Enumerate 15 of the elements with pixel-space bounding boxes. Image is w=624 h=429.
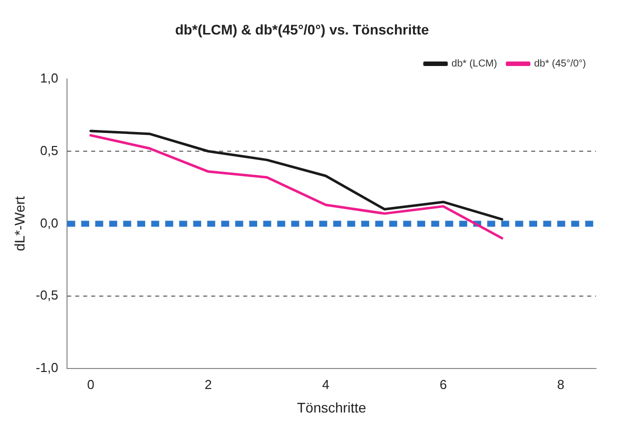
y-tick-label: -1,0: [36, 360, 58, 376]
y-axis-title: dL*-Wert: [11, 196, 28, 252]
x-tick-label: 8: [557, 376, 564, 392]
chart-title: db*(LCM) & db*(45°/0°) vs. Tönschritte: [175, 21, 430, 38]
x-tick-label: 2: [204, 376, 212, 392]
x-tick-label: 4: [322, 376, 330, 392]
y-tick-label: -0,5: [36, 288, 58, 303]
legend-label: db* (LCM): [452, 58, 498, 70]
y-tick-label: 1,0: [40, 70, 58, 86]
legend-label: db* (45°/0°): [534, 58, 586, 70]
x-tick-label: 0: [87, 376, 94, 392]
x-axis-title: Tönschritte: [296, 399, 366, 416]
y-tick-label: 0,5: [40, 142, 58, 158]
y-tick-label: 0,0: [40, 215, 58, 230]
x-tick-label: 6: [440, 376, 447, 392]
